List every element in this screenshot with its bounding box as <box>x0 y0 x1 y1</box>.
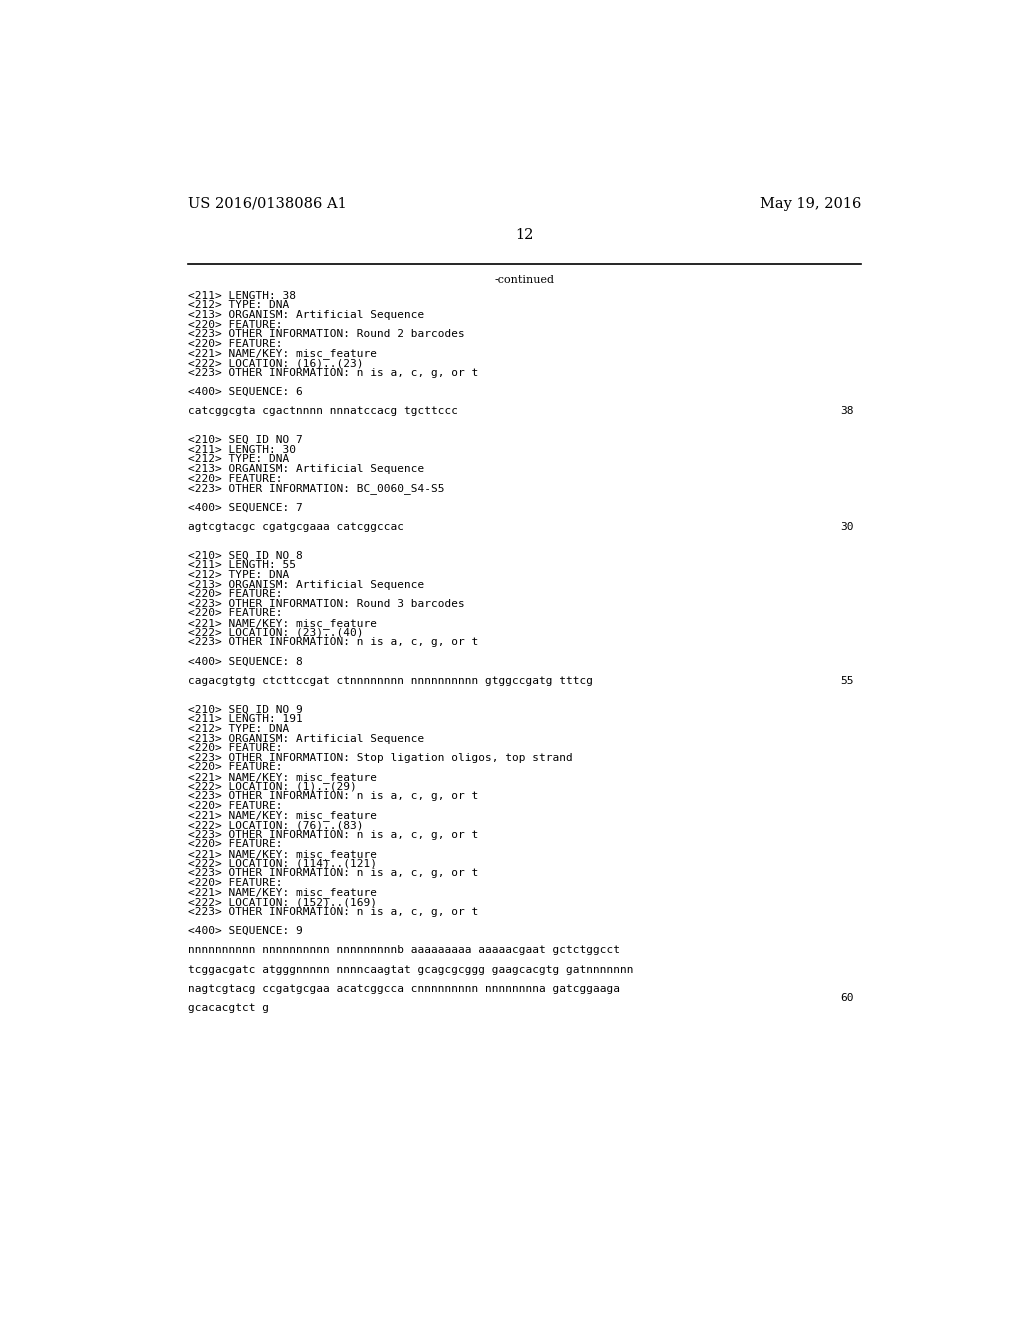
Text: <220> FEATURE:: <220> FEATURE: <box>188 474 283 483</box>
Text: <213> ORGANISM: Artificial Sequence: <213> ORGANISM: Artificial Sequence <box>188 310 425 319</box>
Text: <223> OTHER INFORMATION: n is a, c, g, or t: <223> OTHER INFORMATION: n is a, c, g, o… <box>188 830 478 840</box>
Text: <220> FEATURE:: <220> FEATURE: <box>188 763 283 772</box>
Text: <400> SEQUENCE: 7: <400> SEQUENCE: 7 <box>188 503 303 512</box>
Text: 38: 38 <box>840 407 853 416</box>
Text: <213> ORGANISM: Artificial Sequence: <213> ORGANISM: Artificial Sequence <box>188 734 425 743</box>
Text: 55: 55 <box>840 676 853 686</box>
Text: <221> NAME/KEY: misc_feature: <221> NAME/KEY: misc_feature <box>188 348 378 359</box>
Text: <222> LOCATION: (152)..(169): <222> LOCATION: (152)..(169) <box>188 898 378 907</box>
Text: <222> LOCATION: (114)..(121): <222> LOCATION: (114)..(121) <box>188 859 378 869</box>
Text: tcggacgatc atgggnnnnn nnnncaagtat gcagcgcggg gaagcacgtg gatnnnnnnn: tcggacgatc atgggnnnnn nnnncaagtat gcagcg… <box>188 965 634 974</box>
Text: -continued: -continued <box>495 276 555 285</box>
Text: <220> FEATURE:: <220> FEATURE: <box>188 589 283 599</box>
Text: <221> NAME/KEY: misc_feature: <221> NAME/KEY: misc_feature <box>188 772 378 783</box>
Text: <223> OTHER INFORMATION: n is a, c, g, or t: <223> OTHER INFORMATION: n is a, c, g, o… <box>188 907 478 917</box>
Text: <220> FEATURE:: <220> FEATURE: <box>188 339 283 348</box>
Text: catcggcgta cgactnnnn nnnatccacg tgcttccc: catcggcgta cgactnnnn nnnatccacg tgcttccc <box>188 407 459 416</box>
Text: cagacgtgtg ctcttccgat ctnnnnnnnn nnnnnnnnnn gtggccgatg tttcg: cagacgtgtg ctcttccgat ctnnnnnnnn nnnnnnn… <box>188 676 594 686</box>
Text: <223> OTHER INFORMATION: n is a, c, g, or t: <223> OTHER INFORMATION: n is a, c, g, o… <box>188 869 478 878</box>
Text: <212> TYPE: DNA: <212> TYPE: DNA <box>188 570 290 579</box>
Text: <221> NAME/KEY: misc_feature: <221> NAME/KEY: misc_feature <box>188 887 378 899</box>
Text: <223> OTHER INFORMATION: n is a, c, g, or t: <223> OTHER INFORMATION: n is a, c, g, o… <box>188 638 478 647</box>
Text: <221> NAME/KEY: misc_feature: <221> NAME/KEY: misc_feature <box>188 849 378 861</box>
Text: <213> ORGANISM: Artificial Sequence: <213> ORGANISM: Artificial Sequence <box>188 579 425 590</box>
Text: <223> OTHER INFORMATION: BC_0060_S4-S5: <223> OTHER INFORMATION: BC_0060_S4-S5 <box>188 483 445 494</box>
Text: <400> SEQUENCE: 8: <400> SEQUENCE: 8 <box>188 656 303 667</box>
Text: <223> OTHER INFORMATION: n is a, c, g, or t: <223> OTHER INFORMATION: n is a, c, g, o… <box>188 368 478 378</box>
Text: <223> OTHER INFORMATION: n is a, c, g, or t: <223> OTHER INFORMATION: n is a, c, g, o… <box>188 792 478 801</box>
Text: <212> TYPE: DNA: <212> TYPE: DNA <box>188 723 290 734</box>
Text: nnnnnnnnnn nnnnnnnnnn nnnnnnnnnb aaaaaaaaa aaaaacgaat gctctggcct: nnnnnnnnnn nnnnnnnnnn nnnnnnnnnb aaaaaaa… <box>188 945 621 956</box>
Text: <220> FEATURE:: <220> FEATURE: <box>188 319 283 330</box>
Text: 60: 60 <box>840 994 853 1003</box>
Text: <212> TYPE: DNA: <212> TYPE: DNA <box>188 301 290 310</box>
Text: <210> SEQ ID NO 9: <210> SEQ ID NO 9 <box>188 705 303 714</box>
Text: <211> LENGTH: 38: <211> LENGTH: 38 <box>188 290 297 301</box>
Text: May 19, 2016: May 19, 2016 <box>760 197 861 211</box>
Text: <213> ORGANISM: Artificial Sequence: <213> ORGANISM: Artificial Sequence <box>188 465 425 474</box>
Text: 12: 12 <box>516 227 534 242</box>
Text: <211> LENGTH: 55: <211> LENGTH: 55 <box>188 561 297 570</box>
Text: agtcgtacgc cgatgcgaaa catcggccac: agtcgtacgc cgatgcgaaa catcggccac <box>188 521 404 532</box>
Text: <220> FEATURE:: <220> FEATURE: <box>188 840 283 850</box>
Text: nagtcgtacg ccgatgcgaa acatcggcca cnnnnnnnnn nnnnnnnna gatcggaaga: nagtcgtacg ccgatgcgaa acatcggcca cnnnnnn… <box>188 983 621 994</box>
Text: <223> OTHER INFORMATION: Round 2 barcodes: <223> OTHER INFORMATION: Round 2 barcode… <box>188 330 465 339</box>
Text: <210> SEQ ID NO 8: <210> SEQ ID NO 8 <box>188 550 303 561</box>
Text: <211> LENGTH: 30: <211> LENGTH: 30 <box>188 445 297 455</box>
Text: <210> SEQ ID NO 7: <210> SEQ ID NO 7 <box>188 436 303 445</box>
Text: 30: 30 <box>840 521 853 532</box>
Text: <223> OTHER INFORMATION: Round 3 barcodes: <223> OTHER INFORMATION: Round 3 barcode… <box>188 599 465 609</box>
Text: <220> FEATURE:: <220> FEATURE: <box>188 878 283 888</box>
Text: <222> LOCATION: (1)..(29): <222> LOCATION: (1)..(29) <box>188 781 357 792</box>
Text: <400> SEQUENCE: 9: <400> SEQUENCE: 9 <box>188 927 303 936</box>
Text: US 2016/0138086 A1: US 2016/0138086 A1 <box>188 197 347 211</box>
Text: <221> NAME/KEY: misc_feature: <221> NAME/KEY: misc_feature <box>188 618 378 630</box>
Text: <400> SEQUENCE: 6: <400> SEQUENCE: 6 <box>188 387 303 397</box>
Text: <211> LENGTH: 191: <211> LENGTH: 191 <box>188 714 303 725</box>
Text: <220> FEATURE:: <220> FEATURE: <box>188 743 283 754</box>
Text: <222> LOCATION: (23)..(40): <222> LOCATION: (23)..(40) <box>188 628 364 638</box>
Text: gcacacgtct g: gcacacgtct g <box>188 1003 269 1012</box>
Text: <221> NAME/KEY: misc_feature: <221> NAME/KEY: misc_feature <box>188 810 378 821</box>
Text: <220> FEATURE:: <220> FEATURE: <box>188 609 283 619</box>
Text: <212> TYPE: DNA: <212> TYPE: DNA <box>188 454 290 465</box>
Text: <222> LOCATION: (16)..(23): <222> LOCATION: (16)..(23) <box>188 358 364 368</box>
Text: <223> OTHER INFORMATION: Stop ligation oligos, top strand: <223> OTHER INFORMATION: Stop ligation o… <box>188 752 573 763</box>
Text: <222> LOCATION: (76)..(83): <222> LOCATION: (76)..(83) <box>188 820 364 830</box>
Text: <220> FEATURE:: <220> FEATURE: <box>188 801 283 810</box>
